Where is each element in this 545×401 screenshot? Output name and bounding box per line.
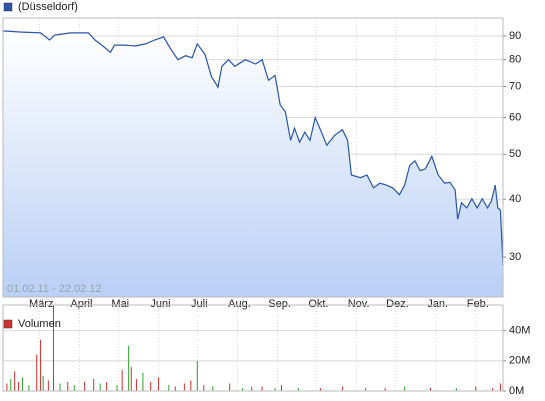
y-tick-label: 0M	[509, 385, 524, 397]
y-tick-label: 80	[509, 54, 521, 66]
legend-label: (Düsseldorf)	[18, 1, 78, 13]
legend-swatch	[3, 2, 13, 12]
x-tick-label: Juli	[191, 298, 208, 310]
y-tick-label: 20M	[509, 355, 530, 367]
y-tick-label: 40M	[509, 325, 530, 337]
x-tick-label: Sep.	[268, 298, 291, 310]
y-tick-label: 70	[509, 80, 521, 92]
legend-swatch	[3, 319, 13, 329]
volume-panel: 0M 20M 40M Volumen	[2, 304, 530, 397]
legend-label: Volumen	[18, 318, 61, 330]
x-tick-label: Nov.	[348, 298, 370, 310]
y-tick-label: 50	[509, 148, 521, 160]
y-tick-label: 30	[509, 251, 521, 263]
x-tick-label: April	[70, 298, 92, 310]
price-line	[2, 30, 504, 266]
date-range: 01.02.11 - 22.02.12	[7, 283, 102, 295]
x-tick-label: Okt.	[308, 298, 328, 310]
x-tick-label: März	[29, 298, 53, 310]
price-area	[3, 30, 503, 298]
x-tick-label: Aug.	[228, 298, 251, 310]
x-tick-label: Dez.	[386, 298, 409, 310]
plot-frame	[2, 17, 504, 298]
x-tick-label: Feb.	[467, 298, 489, 310]
x-tick-label: Mai	[111, 298, 129, 310]
plot-frame	[2, 304, 504, 392]
y-tick-label: 90	[509, 30, 521, 42]
x-tick-label: Juni	[150, 298, 170, 310]
y-tick-label: 60	[509, 111, 521, 123]
price-panel: 30 40 50 60 70 80 90 März April Mai Juni Juli Aug. Se…	[2, 1, 521, 310]
x-tick-label: Jan.	[427, 298, 448, 310]
y-tick-label: 40	[509, 193, 521, 205]
